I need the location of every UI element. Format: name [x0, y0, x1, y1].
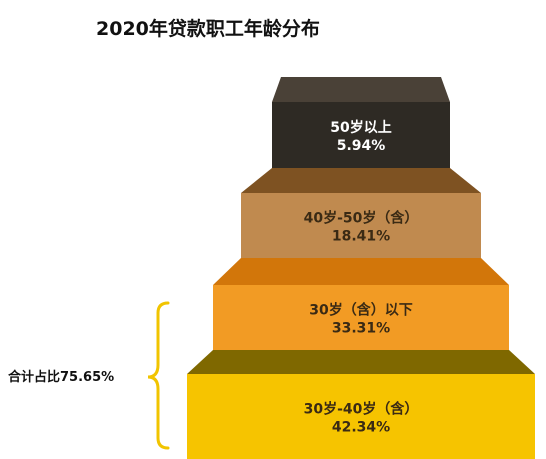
level-value-label: 18.41% — [332, 229, 390, 245]
pyramid-level: 50岁以上 5.94% — [272, 77, 450, 168]
level-category-label: 50岁以上 — [330, 119, 391, 136]
level-category-label: 30岁（含）以下 — [309, 302, 412, 319]
level-bar — [272, 102, 450, 168]
chart-title: 2020年贷款职工年龄分布 — [96, 18, 320, 40]
level-top-face — [213, 258, 509, 285]
level-top-face — [187, 350, 535, 374]
level-top-face — [241, 168, 481, 193]
level-top-face — [272, 77, 450, 102]
level-category-label: 30岁-40岁（含） — [304, 401, 419, 418]
bracket-shape — [147, 301, 170, 450]
pyramid-level: 40岁-50岁（含） 18.41% — [241, 168, 481, 258]
bracket-label: 合计占比75.65% — [8, 370, 115, 385]
level-bar — [213, 285, 509, 350]
pyramid-levels: 50岁以上 5.94% 40岁-50岁（含） 18.41% 30岁（含）以下 33.31%… — [187, 77, 535, 459]
level-value-label: 42.34% — [332, 420, 390, 436]
pyramid-level: 30岁（含）以下 33.31% — [213, 258, 509, 350]
level-bar — [187, 374, 535, 459]
sum-bracket — [147, 301, 170, 450]
level-value-label: 5.94% — [337, 138, 386, 154]
level-value-label: 33.31% — [332, 321, 390, 337]
level-category-label: 40岁-50岁（含） — [304, 210, 419, 227]
pyramid-level: 30岁-40岁（含） 42.34% — [187, 350, 535, 459]
level-bar — [241, 193, 481, 258]
